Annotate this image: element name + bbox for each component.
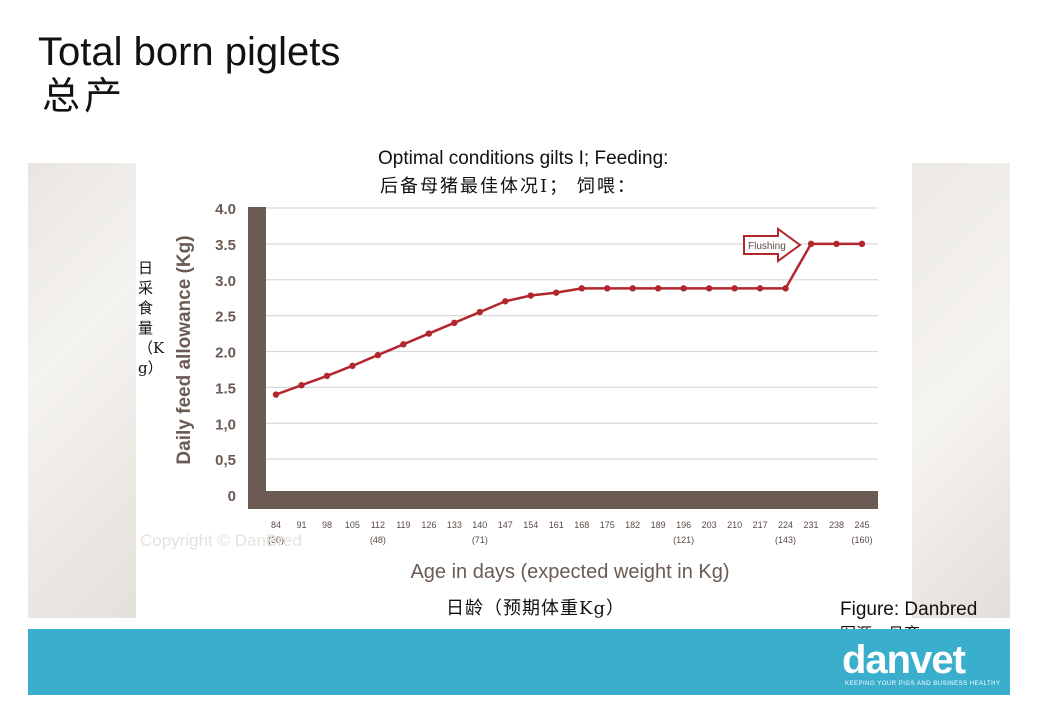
- x-tick-label: 210: [727, 520, 742, 530]
- y-tick-label: 3.5: [215, 237, 236, 254]
- footer-band: [28, 629, 1010, 695]
- danvet-logo: danvet: [842, 638, 966, 682]
- chart-title: Optimal conditions gilts I; Feeding:: [378, 148, 669, 169]
- weight-tick-label: (121): [673, 535, 694, 545]
- x-tick-label: 119: [396, 520, 410, 530]
- weight-tick-label: (30): [268, 535, 284, 545]
- weight-tick-label: (48): [370, 535, 386, 545]
- chart-title-cn: 后备母猪最佳体况Ⅰ； 饲喂：: [380, 176, 637, 197]
- x-tick-label: 231: [804, 520, 819, 530]
- copyright-watermark: Copyright © DanBred: [140, 531, 302, 550]
- data-point: [629, 285, 636, 292]
- x-tick-label: 133: [447, 520, 462, 530]
- x-tick-label: 217: [753, 520, 768, 530]
- x-tick-label: 196: [676, 520, 691, 530]
- data-point: [323, 372, 331, 380]
- data-point: [731, 285, 738, 292]
- data-point: [374, 351, 382, 359]
- x-axis-label: Age in days (expected weight in Kg): [410, 561, 729, 583]
- data-point: [272, 391, 280, 398]
- slide-title-cn: 总产: [42, 74, 127, 118]
- flushing-annotation: Flushing: [743, 227, 802, 263]
- x-axis-label-cn: 日龄（预期体重Kg）: [446, 598, 625, 619]
- data-point: [782, 285, 789, 292]
- x-tick-label: 203: [702, 520, 717, 530]
- y-tick-label: 0,5: [215, 452, 236, 469]
- y-tick-label: 4.0: [215, 201, 236, 218]
- background-photo-right: [912, 163, 1010, 618]
- data-point: [349, 362, 356, 370]
- x-tick-label: 126: [421, 520, 436, 530]
- weight-tick-label: (143): [775, 535, 796, 545]
- x-axis-bar: [248, 491, 878, 509]
- y-tick-label: 0: [228, 488, 236, 505]
- x-tick-label: 105: [345, 520, 360, 530]
- data-point: [527, 292, 534, 299]
- data-point: [400, 341, 407, 348]
- x-tick-label: 175: [600, 520, 615, 530]
- x-tick-label: 161: [549, 520, 564, 530]
- x-tick-label: 147: [498, 520, 513, 530]
- data-point: [833, 240, 840, 248]
- y-axis-bar: [248, 207, 266, 509]
- data-point: [451, 319, 458, 326]
- weight-tick-label: (160): [851, 535, 872, 545]
- data-point: [680, 285, 687, 292]
- x-tick-label: 189: [651, 520, 666, 530]
- y-tick-labels: 0 0,5 1,0 1.5 2.0 2.5 3.0 3.5 4.0: [215, 201, 236, 505]
- y-tick-label: 3.0: [215, 273, 236, 290]
- x-tick-label: 140: [472, 520, 487, 530]
- y-tick-label: 2.5: [215, 309, 236, 326]
- y-tick-label: 1,0: [215, 416, 236, 433]
- x-tick-label: 91: [296, 520, 306, 530]
- data-point: [425, 330, 433, 337]
- y-tick-label: 1.5: [215, 380, 236, 397]
- series-line: [275, 242, 862, 396]
- x-tick-label: 182: [625, 520, 640, 530]
- data-point: [298, 382, 305, 389]
- x-tick-label: 112: [371, 520, 385, 530]
- x-tick-label: 168: [574, 520, 589, 530]
- data-point: [654, 285, 662, 292]
- data-point: [578, 285, 585, 292]
- data-point: [553, 289, 560, 296]
- data-point: [807, 240, 815, 248]
- data-point: [502, 298, 509, 305]
- data-point: [476, 308, 484, 316]
- y-axis-label: Daily feed allowance (Kg): [174, 235, 195, 464]
- logo-tagline: KEEPING YOUR PIGS AND BUSINESS HEALTHY: [845, 681, 1001, 687]
- gridlines: [266, 207, 878, 460]
- flushing-arrow: [743, 227, 802, 263]
- x-tick-label: 224: [778, 520, 793, 530]
- weight-tick-label: (71): [472, 535, 488, 545]
- data-point: [858, 240, 866, 248]
- background-photo-left: [28, 163, 136, 618]
- x-tick-label: 98: [322, 520, 332, 530]
- flushing-label: Flushing: [748, 241, 786, 252]
- weight-tick-labels: (30) (48) (71) (121) (143) (160): [268, 535, 873, 545]
- x-tick-labels: 84 91 98 105 112 119 126 133 140 147 154 161 168 175 1…: [271, 520, 870, 530]
- figure-source: Figure: Danbred: [840, 599, 978, 620]
- x-tick-label: 154: [523, 520, 538, 530]
- x-tick-label: 238: [829, 520, 844, 530]
- data-point: [705, 285, 713, 292]
- y-tick-label: 2.0: [215, 345, 236, 362]
- x-tick-label: 84: [271, 520, 281, 530]
- y-axis-label-cn: 日采食量（Kg）: [138, 259, 165, 377]
- x-tick-label: 245: [854, 520, 869, 530]
- feed-allowance-chart: 0 0,5 1,0 1.5 2.0 2.5 3.0 3.5 4.0 84 91 98 105 112 11…: [140, 201, 878, 583]
- data-point: [756, 285, 764, 292]
- data-point: [604, 285, 611, 292]
- feed-series: [272, 240, 866, 398]
- slide-title: Total born piglets: [38, 30, 341, 74]
